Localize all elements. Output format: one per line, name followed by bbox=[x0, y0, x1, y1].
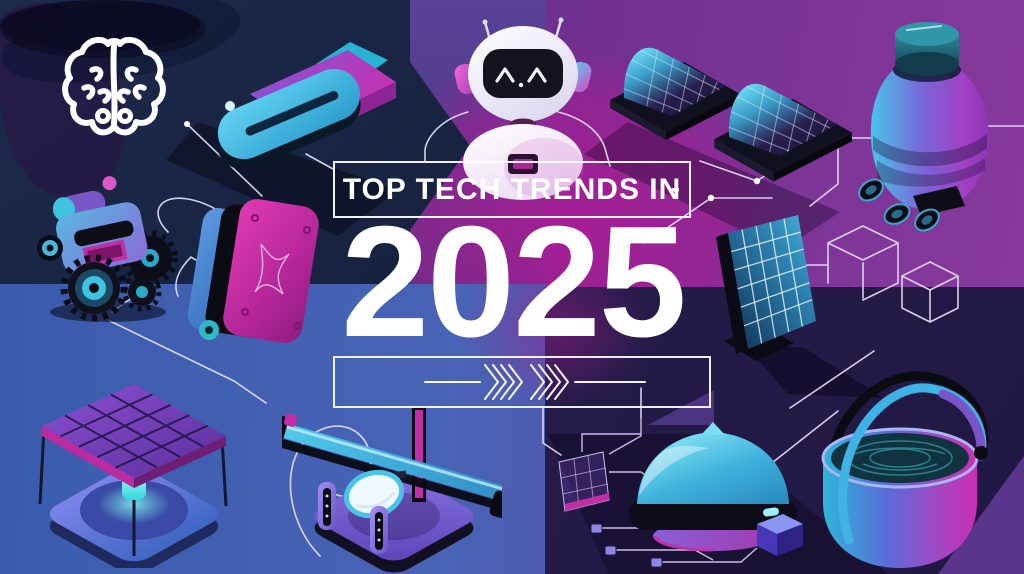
ai-robot-illustration bbox=[454, 17, 592, 200]
ramp-wedge bbox=[623, 47, 726, 116]
speaker-front-face bbox=[223, 199, 319, 343]
robot-wire-left bbox=[424, 111, 469, 162]
brain-icon bbox=[62, 36, 166, 136]
rover-robot-illustration bbox=[37, 176, 178, 322]
smart-dome-hub-illustration bbox=[558, 418, 803, 568]
year-heading: 2025 bbox=[341, 194, 687, 370]
drone-basket-illustration bbox=[821, 371, 989, 568]
solar-panel-illustration bbox=[716, 215, 816, 361]
panel-face bbox=[728, 215, 816, 349]
rail-scanner-robot-illustration bbox=[282, 406, 502, 573]
star-emblem bbox=[254, 243, 290, 295]
title-box: TOP TECH TRENDS IN - bbox=[333, 161, 691, 218]
chevron-cluster-2 bbox=[530, 364, 569, 400]
delivery-robot-illustration bbox=[858, 22, 990, 232]
mid-gear-wheel bbox=[122, 272, 162, 312]
smart-speaker-illustration bbox=[188, 199, 319, 343]
robot-eyes bbox=[495, 67, 547, 83]
node-dot bbox=[184, 121, 190, 127]
solar-ramp-panels-illustration bbox=[610, 47, 856, 219]
mini-grid-panel bbox=[558, 451, 610, 512]
rail-robot-shadow bbox=[0, 0, 206, 58]
arrow-box bbox=[333, 356, 711, 408]
dome-sensor-band bbox=[629, 498, 797, 530]
circuit-nodes bbox=[590, 523, 663, 568]
robot-wire-right bbox=[557, 111, 611, 167]
side-cube bbox=[757, 514, 803, 556]
rover-visor bbox=[74, 220, 134, 247]
front-post bbox=[318, 482, 336, 530]
vr-visor-slot bbox=[245, 91, 339, 136]
node-dot bbox=[707, 194, 715, 202]
chevron-cluster-1 bbox=[484, 364, 523, 400]
node-dot bbox=[753, 177, 761, 185]
scanner-rail bbox=[282, 413, 502, 519]
robot-visor bbox=[483, 49, 563, 98]
contour-lines bbox=[847, 440, 953, 476]
right-arrows-icon bbox=[424, 364, 646, 400]
vr-headset-illustration bbox=[216, 42, 396, 170]
page-title: TOP TECH TRENDS IN bbox=[342, 172, 682, 206]
wireframe-cubes-illustration bbox=[827, 225, 959, 323]
front-small-wheel bbox=[37, 235, 63, 261]
robot-wheels bbox=[858, 178, 940, 232]
solar-charging-station-illustration bbox=[38, 384, 228, 568]
robot-body-shell bbox=[870, 57, 990, 210]
title-dash: - bbox=[670, 172, 680, 203]
dome-shell bbox=[637, 432, 789, 504]
